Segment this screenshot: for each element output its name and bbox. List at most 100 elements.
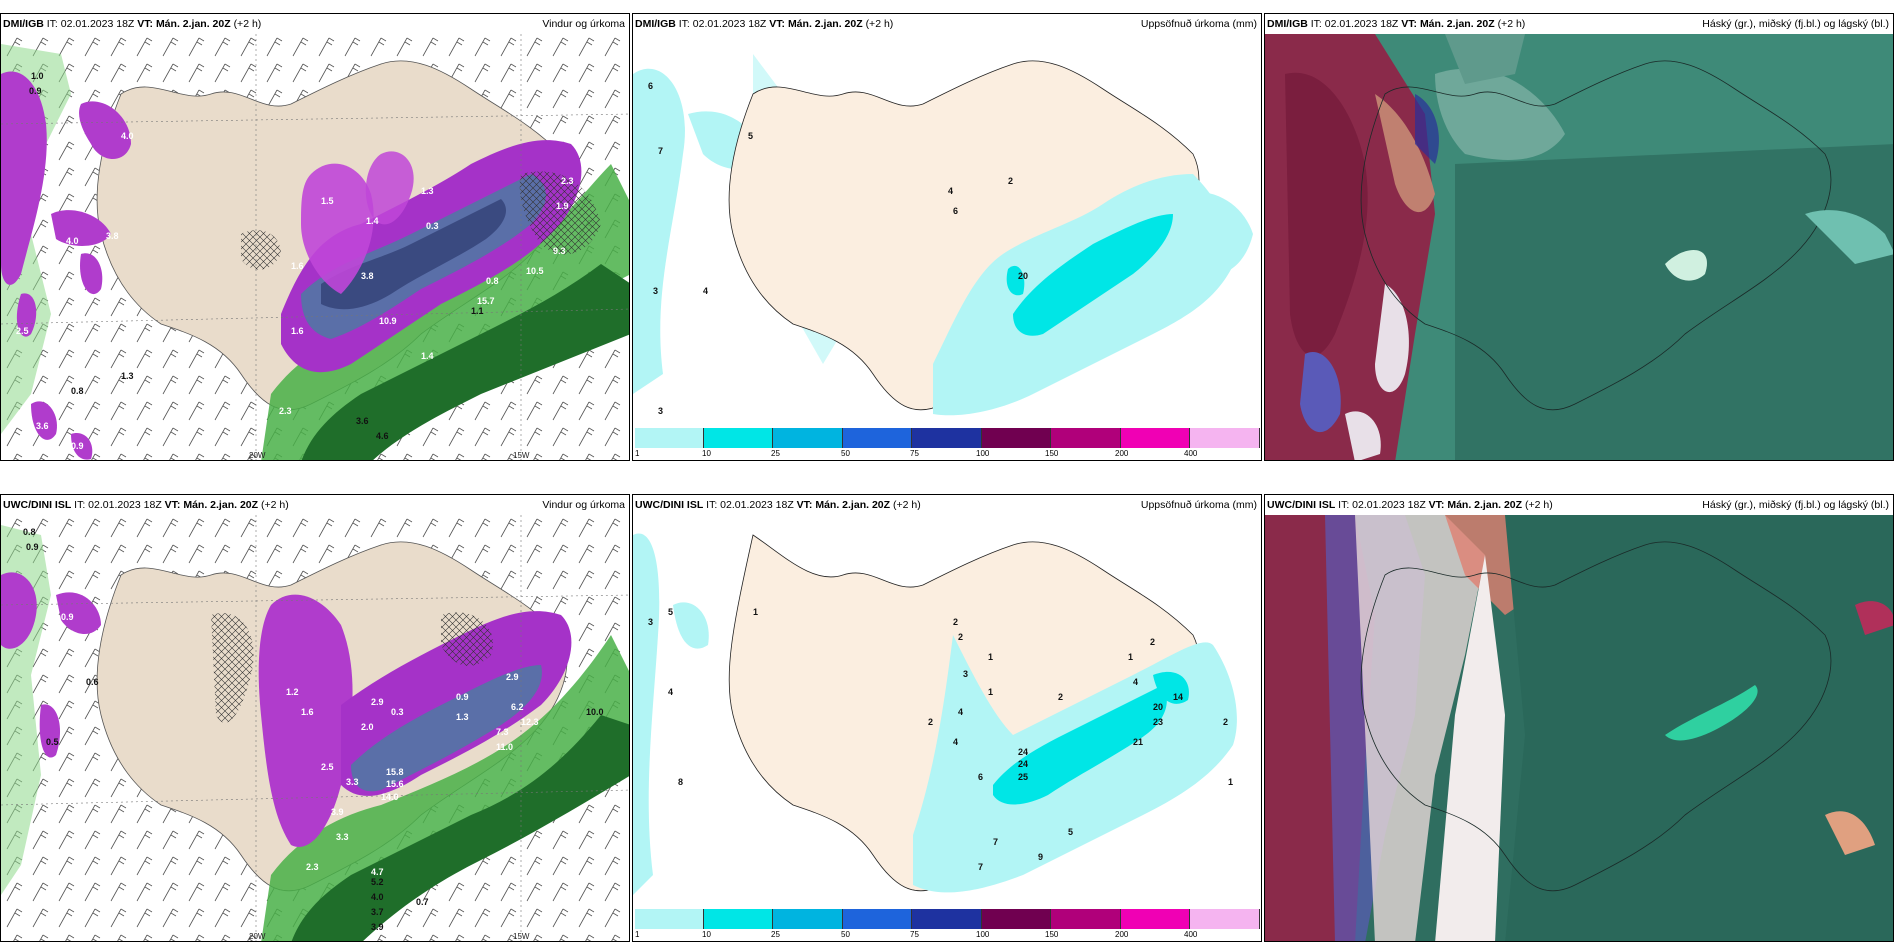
svg-text:4: 4 — [958, 707, 963, 717]
svg-text:6: 6 — [978, 772, 983, 782]
panel-header: DMI/IGB IT: 02.01.2023 18Z VT: Mán. 2.ja… — [635, 18, 1257, 30]
svg-text:3: 3 — [648, 617, 653, 627]
cloud-cover-map — [1265, 34, 1893, 460]
svg-text:3.3: 3.3 — [346, 777, 359, 787]
svg-text:2: 2 — [1008, 176, 1013, 186]
svg-text:0.5: 0.5 — [46, 737, 59, 747]
legend-swatch — [773, 909, 843, 929]
legend-swatch — [773, 428, 843, 448]
svg-text:0.9: 0.9 — [71, 441, 84, 451]
svg-text:3: 3 — [658, 406, 663, 416]
svg-text:4.0: 4.0 — [66, 236, 79, 246]
svg-text:1.6: 1.6 — [46, 201, 59, 211]
svg-text:14: 14 — [1173, 692, 1183, 702]
svg-text:2.5: 2.5 — [321, 762, 334, 772]
svg-text:5: 5 — [1068, 827, 1073, 837]
svg-text:1.4: 1.4 — [421, 351, 434, 361]
svg-text:0.6: 0.6 — [86, 677, 99, 687]
svg-text:0.9: 0.9 — [61, 612, 74, 622]
panel-header: UWC/DINI ISL IT: 02.01.2023 18Z VT: Mán.… — [635, 499, 1257, 511]
svg-text:1: 1 — [1128, 652, 1133, 662]
legend-swatch — [1051, 428, 1121, 448]
svg-text:0.8: 0.8 — [486, 276, 499, 286]
svg-text:12.3: 12.3 — [521, 717, 539, 727]
svg-text:1.0: 1.0 — [31, 71, 44, 81]
legend-swatch — [1121, 428, 1190, 448]
svg-text:2.9: 2.9 — [506, 672, 519, 682]
svg-text:3.8: 3.8 — [361, 271, 374, 281]
svg-text:15.6: 15.6 — [386, 779, 404, 789]
svg-text:14.0: 14.0 — [381, 792, 399, 802]
legend-swatch — [1190, 428, 1260, 448]
svg-text:9: 9 — [1038, 852, 1043, 862]
svg-text:2: 2 — [1223, 717, 1228, 727]
panel-header: UWC/DINI ISL IT: 02.01.2023 18Z VT: Mán.… — [1267, 499, 1889, 511]
svg-text:0.9: 0.9 — [456, 692, 469, 702]
svg-text:1.6: 1.6 — [291, 326, 304, 336]
svg-text:15.8: 15.8 — [386, 767, 404, 777]
svg-text:20W: 20W — [249, 451, 266, 460]
accum-precip-map: 3 5 1 2 2 1 3 1 2 1 4 2 4 7 7 9 5 8 20 1… — [633, 515, 1261, 909]
svg-text:4: 4 — [948, 186, 953, 196]
svg-text:1.3: 1.3 — [421, 186, 434, 196]
svg-text:6.2: 6.2 — [511, 702, 524, 712]
svg-text:21: 21 — [1133, 737, 1143, 747]
svg-text:0.7: 0.7 — [416, 897, 429, 907]
svg-text:2: 2 — [1058, 692, 1063, 702]
svg-text:0.8: 0.8 — [23, 527, 36, 537]
legend-swatch — [704, 428, 773, 448]
legend-swatch — [704, 909, 773, 929]
svg-text:6: 6 — [953, 206, 958, 216]
svg-text:1: 1 — [753, 607, 758, 617]
svg-text:3.9: 3.9 — [371, 922, 384, 932]
svg-text:1.5: 1.5 — [321, 196, 334, 206]
svg-text:10.0: 10.0 — [586, 707, 604, 717]
svg-text:24: 24 — [1018, 747, 1028, 757]
svg-text:2.9: 2.9 — [371, 697, 384, 707]
legend-swatch — [982, 428, 1051, 448]
svg-text:6: 6 — [648, 81, 653, 91]
panel-dmi-precip: DMI/IGB IT: 02.01.2023 18Z VT: Mán. 2.ja… — [632, 13, 1262, 461]
svg-text:1.6: 1.6 — [291, 261, 304, 271]
legend-swatch — [982, 909, 1051, 929]
svg-text:20: 20 — [1018, 271, 1028, 281]
svg-text:0.9: 0.9 — [26, 542, 39, 552]
wind-precip-map: 20W 15W 1.0 0.9 4.0 1.6 4.0 3.8 2.2 2.5 … — [1, 34, 629, 460]
svg-text:5: 5 — [668, 607, 673, 617]
svg-text:2.3: 2.3 — [561, 176, 574, 186]
svg-text:3.7: 3.7 — [371, 907, 384, 917]
svg-text:4: 4 — [668, 687, 673, 697]
svg-text:5.2: 5.2 — [371, 877, 384, 887]
svg-text:24: 24 — [1018, 759, 1028, 769]
svg-text:20: 20 — [1153, 702, 1163, 712]
panel-uwc-precip: UWC/DINI ISL IT: 02.01.2023 18Z VT: Mán.… — [632, 494, 1262, 942]
svg-text:23: 23 — [1153, 717, 1163, 727]
svg-text:10.9: 10.9 — [379, 316, 397, 326]
panel-dmi-clouds: DMI/IGB IT: 02.01.2023 18Z VT: Mán. 2.ja… — [1264, 13, 1894, 461]
svg-text:10.5: 10.5 — [526, 266, 544, 276]
svg-text:15W: 15W — [513, 932, 530, 941]
svg-text:3.9: 3.9 — [331, 807, 344, 817]
svg-text:11.0: 11.0 — [496, 742, 513, 752]
svg-text:1.9: 1.9 — [556, 201, 569, 211]
precip-legend: 1 10 25 50 75 100 150 200 400 — [633, 426, 1261, 460]
panel-header: DMI/IGB IT: 02.01.2023 18Z VT: Mán. 2.ja… — [3, 18, 625, 30]
svg-text:3: 3 — [653, 286, 658, 296]
precip-legend: 1 10 25 50 75 100 150 200 400 — [633, 907, 1261, 941]
panel-uwc-wind: UWC/DINI ISL IT: 02.01.2023 18Z VT: Mán.… — [0, 494, 630, 942]
panel-header: DMI/IGB IT: 02.01.2023 18Z VT: Mán. 2.ja… — [1267, 18, 1889, 30]
svg-text:2.3: 2.3 — [279, 406, 292, 416]
svg-text:4.0: 4.0 — [121, 131, 134, 141]
svg-text:4.6: 4.6 — [376, 431, 389, 441]
svg-text:2: 2 — [958, 632, 963, 642]
legend-swatch — [912, 909, 982, 929]
legend-swatch — [1121, 909, 1190, 929]
svg-text:1: 1 — [988, 687, 993, 697]
legend-swatch — [635, 428, 704, 448]
svg-text:5: 5 — [748, 131, 753, 141]
svg-text:2.5: 2.5 — [16, 326, 29, 336]
legend-swatch — [843, 909, 912, 929]
svg-text:1.4: 1.4 — [366, 216, 379, 226]
svg-text:0.9: 0.9 — [29, 86, 42, 96]
svg-text:1.6: 1.6 — [301, 707, 314, 717]
